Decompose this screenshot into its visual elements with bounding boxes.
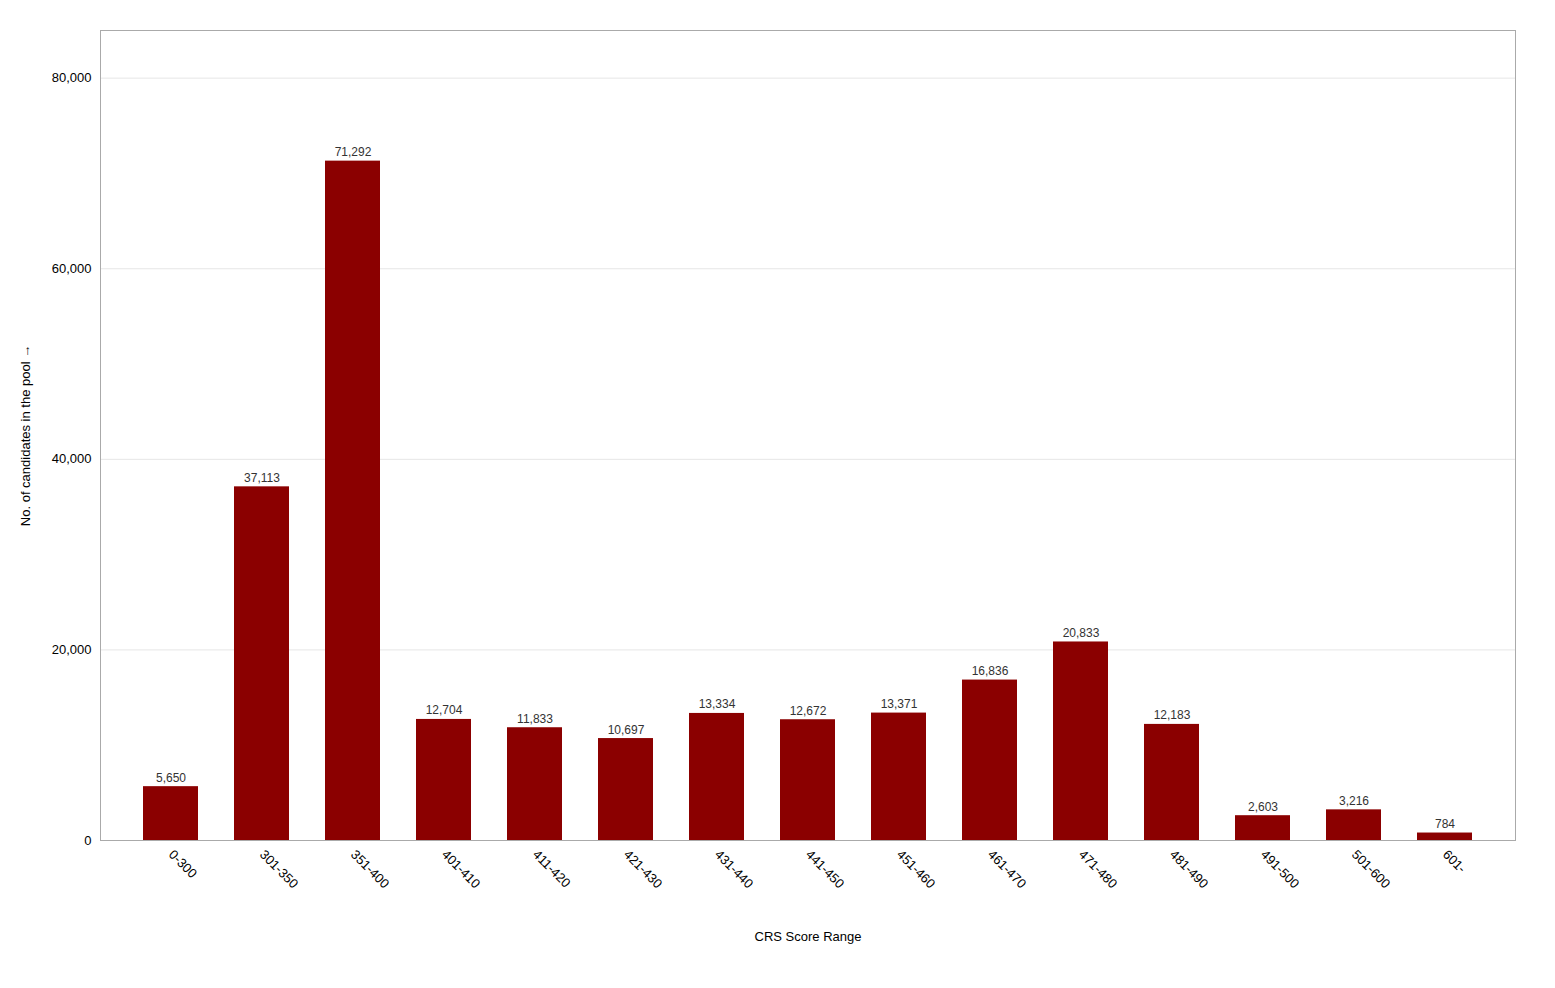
svg-text:351-400: 351-400	[348, 847, 392, 891]
svg-text:2,603: 2,603	[1248, 800, 1278, 814]
svg-text:No. of candidates in the pool: No. of candidates in the pool →	[18, 345, 33, 526]
svg-text:80,000: 80,000	[52, 70, 92, 85]
svg-text:11,833: 11,833	[517, 712, 553, 726]
svg-text:471-480: 471-480	[1076, 847, 1120, 891]
svg-text:12,672: 12,672	[790, 704, 827, 718]
svg-text:3,216: 3,216	[1339, 794, 1369, 808]
svg-text:451-460: 451-460	[894, 847, 938, 891]
svg-text:12,183: 12,183	[1154, 708, 1191, 722]
svg-text:441-450: 441-450	[803, 847, 847, 891]
svg-text:491-500: 491-500	[1258, 847, 1302, 891]
svg-text:CRS Score Range: CRS Score Range	[755, 929, 862, 944]
svg-text:461-470: 461-470	[985, 847, 1029, 891]
svg-text:431-440: 431-440	[712, 847, 756, 891]
svg-text:301-350: 301-350	[257, 847, 301, 891]
svg-text:411-420: 411-420	[530, 847, 574, 891]
svg-text:481-490: 481-490	[1167, 847, 1211, 891]
svg-text:13,371: 13,371	[881, 697, 918, 711]
svg-text:71,292: 71,292	[335, 145, 372, 159]
svg-text:0-300: 0-300	[166, 847, 200, 881]
svg-text:601-: 601-	[1440, 847, 1469, 876]
svg-text:0: 0	[84, 833, 91, 848]
svg-text:37,113: 37,113	[244, 471, 280, 485]
svg-text:501-600: 501-600	[1349, 847, 1393, 891]
svg-text:20,000: 20,000	[52, 642, 92, 657]
svg-text:60,000: 60,000	[52, 261, 92, 276]
svg-text:5,650: 5,650	[156, 771, 186, 785]
svg-text:13,334: 13,334	[699, 697, 736, 711]
svg-text:16,836: 16,836	[972, 664, 1009, 678]
svg-text:40,000: 40,000	[52, 451, 92, 466]
svg-text:784: 784	[1435, 817, 1455, 831]
svg-text:12,704: 12,704	[426, 703, 463, 717]
svg-text:401-410: 401-410	[439, 847, 483, 891]
svg-text:10,697: 10,697	[608, 723, 645, 737]
svg-text:421-430: 421-430	[621, 847, 665, 891]
svg-text:20,833: 20,833	[1063, 626, 1100, 640]
